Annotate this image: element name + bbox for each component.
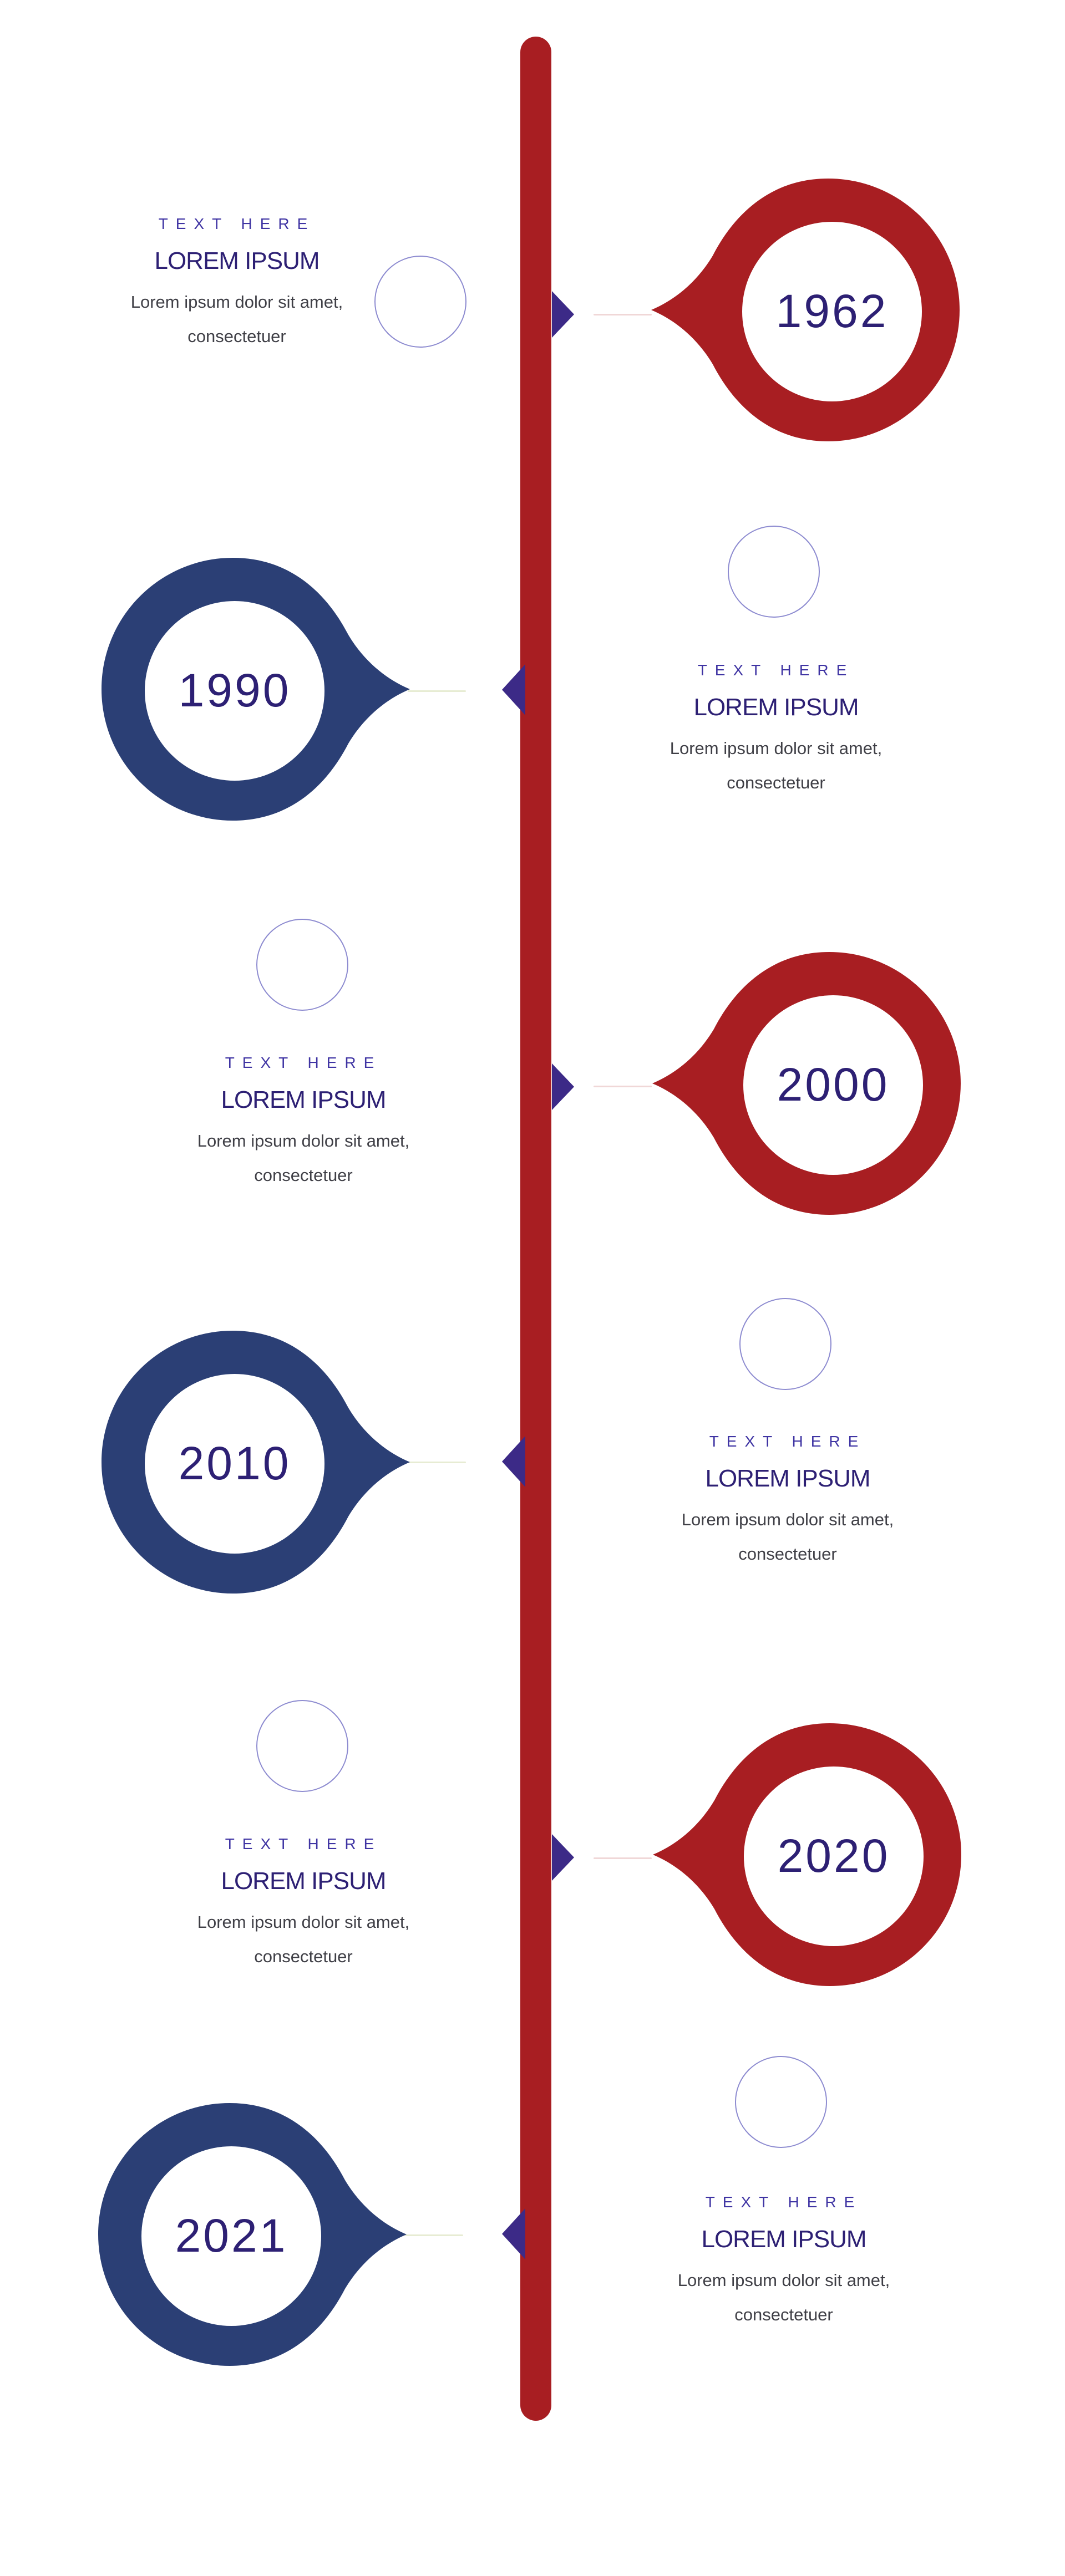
- timeline-textblock-2021: TEXT HERE LOREM IPSUM Lorem ipsum dolor …: [640, 2193, 928, 2332]
- timeline-textblock-2020: TEXT HERE LOREM IPSUM Lorem ipsum dolor …: [159, 1835, 448, 1974]
- timeline-pin-1962: 1962: [651, 179, 960, 441]
- timeline-marker-2010: [502, 1436, 525, 1487]
- timeline-kicker: TEXT HERE: [709, 1433, 866, 1450]
- timeline-connector-2021: [405, 2234, 463, 2236]
- year-1962-label: 1962: [776, 285, 889, 337]
- timeline-marker-2021: [502, 2208, 525, 2259]
- timeline-heading: LOREM IPSUM: [705, 1465, 870, 1492]
- timeline-spine: [520, 37, 551, 2421]
- timeline-marker-1962: [552, 291, 574, 338]
- year-1990-label: 1990: [179, 664, 291, 716]
- timeline-placeholder-ring-2020: [256, 1700, 348, 1792]
- timeline-connector-2020: [594, 1857, 652, 1859]
- timeline-connector-2010: [408, 1462, 466, 1463]
- timeline-description: Lorem ipsum dolor sit amet, consectetuer: [681, 1510, 894, 1564]
- timeline-textblock-1962: TEXT HERE LOREM IPSUM Lorem ipsum dolor …: [93, 215, 381, 354]
- timeline-connector-1990: [408, 690, 466, 692]
- timeline-connector-1962: [594, 314, 652, 315]
- timeline-description: Lorem ipsum dolor sit amet, consectetuer: [130, 292, 343, 346]
- timeline-kicker: TEXT HERE: [225, 1054, 382, 1071]
- timeline-marker-2020: [552, 1834, 574, 1881]
- timeline-pin-2000: 2000: [652, 952, 961, 1215]
- timeline-description: Lorem ipsum dolor sit amet, consectetuer: [677, 2270, 890, 2324]
- timeline-kicker: TEXT HERE: [697, 661, 855, 679]
- timeline-description: Lorem ipsum dolor sit amet, consectetuer: [670, 739, 883, 792]
- year-2021-label: 2021: [175, 2210, 288, 2262]
- timeline-kicker: TEXT HERE: [225, 1835, 382, 1852]
- timeline-marker-2000: [552, 1063, 574, 1110]
- timeline-pin-1990: 1990: [102, 558, 410, 821]
- timeline-kicker: TEXT HERE: [705, 2193, 863, 2211]
- timeline-textblock-2000: TEXT HERE LOREM IPSUM Lorem ipsum dolor …: [159, 1054, 448, 1193]
- year-2000-label: 2000: [777, 1058, 890, 1111]
- timeline-heading: LOREM IPSUM: [221, 1867, 386, 1895]
- timeline-placeholder-ring-2000: [256, 919, 348, 1011]
- year-2020-label: 2020: [778, 1830, 890, 1882]
- timeline-heading: LOREM IPSUM: [701, 2226, 866, 2253]
- timeline-description: Lorem ipsum dolor sit amet, consectetuer: [197, 1131, 410, 1185]
- timeline-heading: LOREM IPSUM: [693, 694, 859, 721]
- timeline-kicker: TEXT HERE: [158, 215, 316, 232]
- timeline-connector-2000: [594, 1086, 652, 1087]
- timeline-placeholder-ring-2010: [739, 1298, 831, 1390]
- timeline-description: Lorem ipsum dolor sit amet, consectetuer: [197, 1912, 410, 1966]
- timeline-pin-2020: 2020: [653, 1723, 961, 1986]
- timeline-placeholder-ring-1990: [728, 526, 820, 618]
- timeline-placeholder-ring-2021: [735, 2056, 827, 2148]
- timeline-marker-1990: [502, 664, 525, 715]
- timeline-textblock-2010: TEXT HERE LOREM IPSUM Lorem ipsum dolor …: [643, 1433, 932, 1571]
- timeline-pin-2021: 2021: [98, 2103, 407, 2366]
- timeline-heading: LOREM IPSUM: [154, 247, 320, 274]
- timeline-pin-2010: 2010: [102, 1331, 410, 1594]
- timeline-heading: LOREM IPSUM: [221, 1086, 386, 1113]
- timeline-placeholder-ring-1962: [374, 256, 466, 348]
- timeline-textblock-1990: TEXT HERE LOREM IPSUM Lorem ipsum dolor …: [632, 661, 920, 800]
- year-2010-label: 2010: [179, 1437, 291, 1489]
